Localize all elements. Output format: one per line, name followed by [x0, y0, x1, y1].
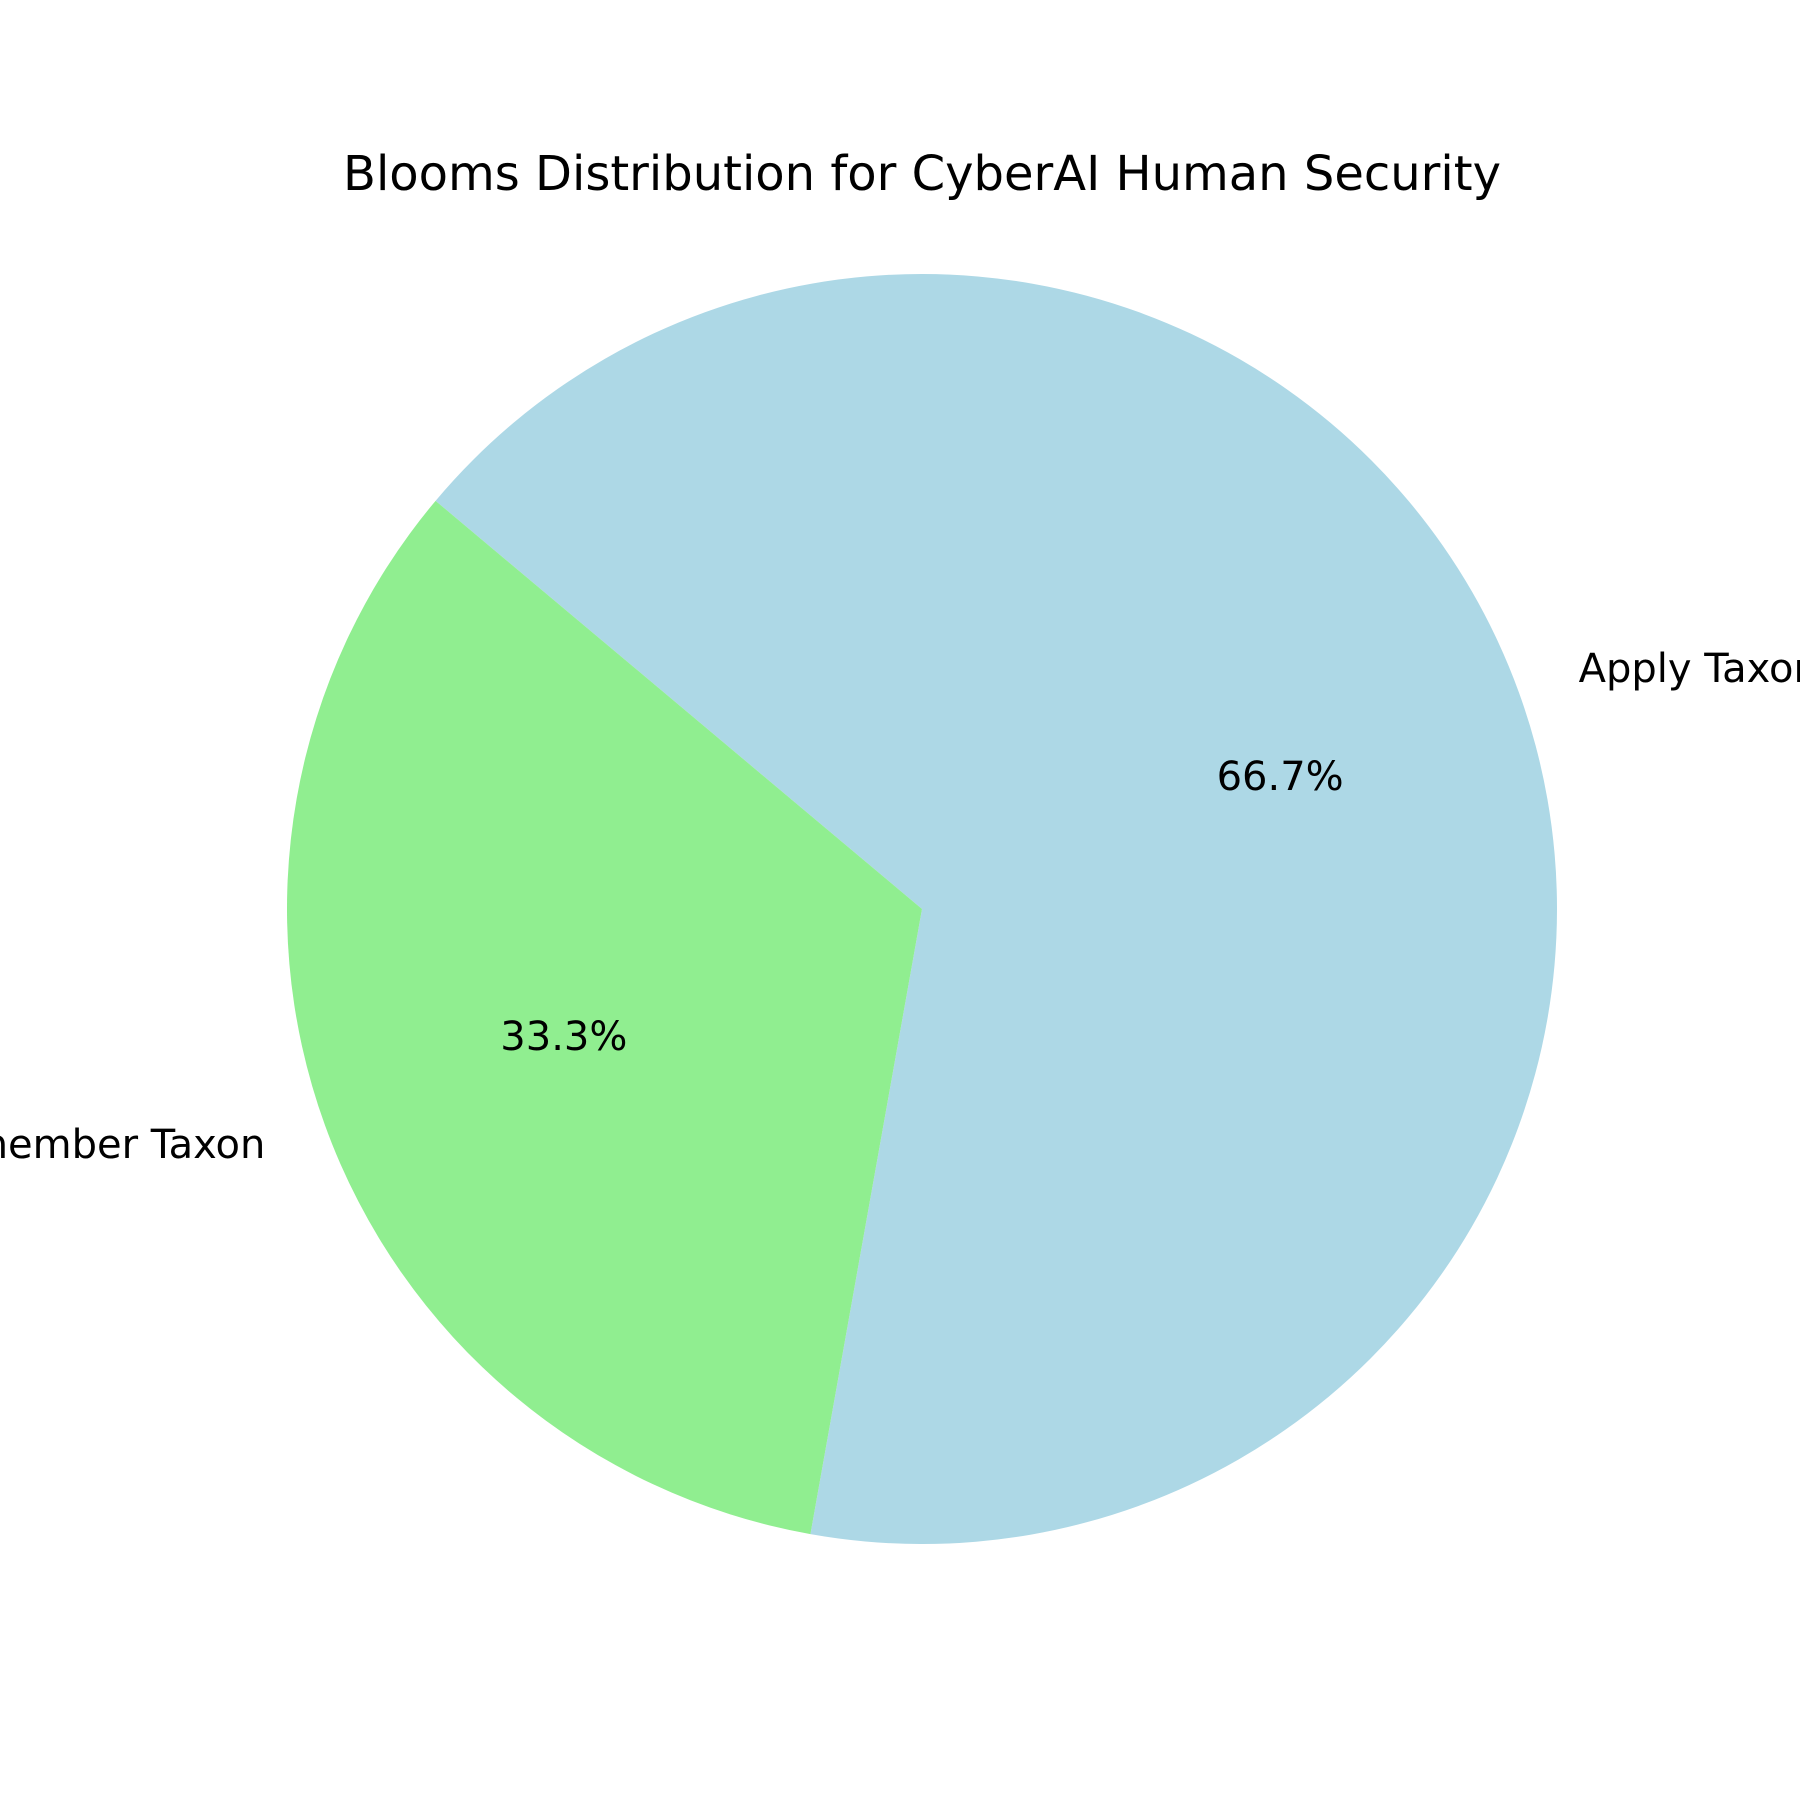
- pie-slice: [287, 500, 922, 1535]
- slice-label: Remember Taxon: [0, 1122, 265, 1168]
- chart-title: Blooms Distribution for CyberAI Human Se…: [343, 146, 1501, 202]
- pie-labels: Apply Taxon 66.7% Remember Taxon 33.3%: [0, 646, 1800, 1168]
- slice-percent-label: 66.7%: [1217, 754, 1344, 800]
- slice-percent-label: 33.3%: [500, 1014, 627, 1060]
- pie-slices: [287, 273, 1557, 1544]
- slice-label: Apply Taxon: [1579, 646, 1800, 692]
- pie-slice: [435, 273, 1557, 1544]
